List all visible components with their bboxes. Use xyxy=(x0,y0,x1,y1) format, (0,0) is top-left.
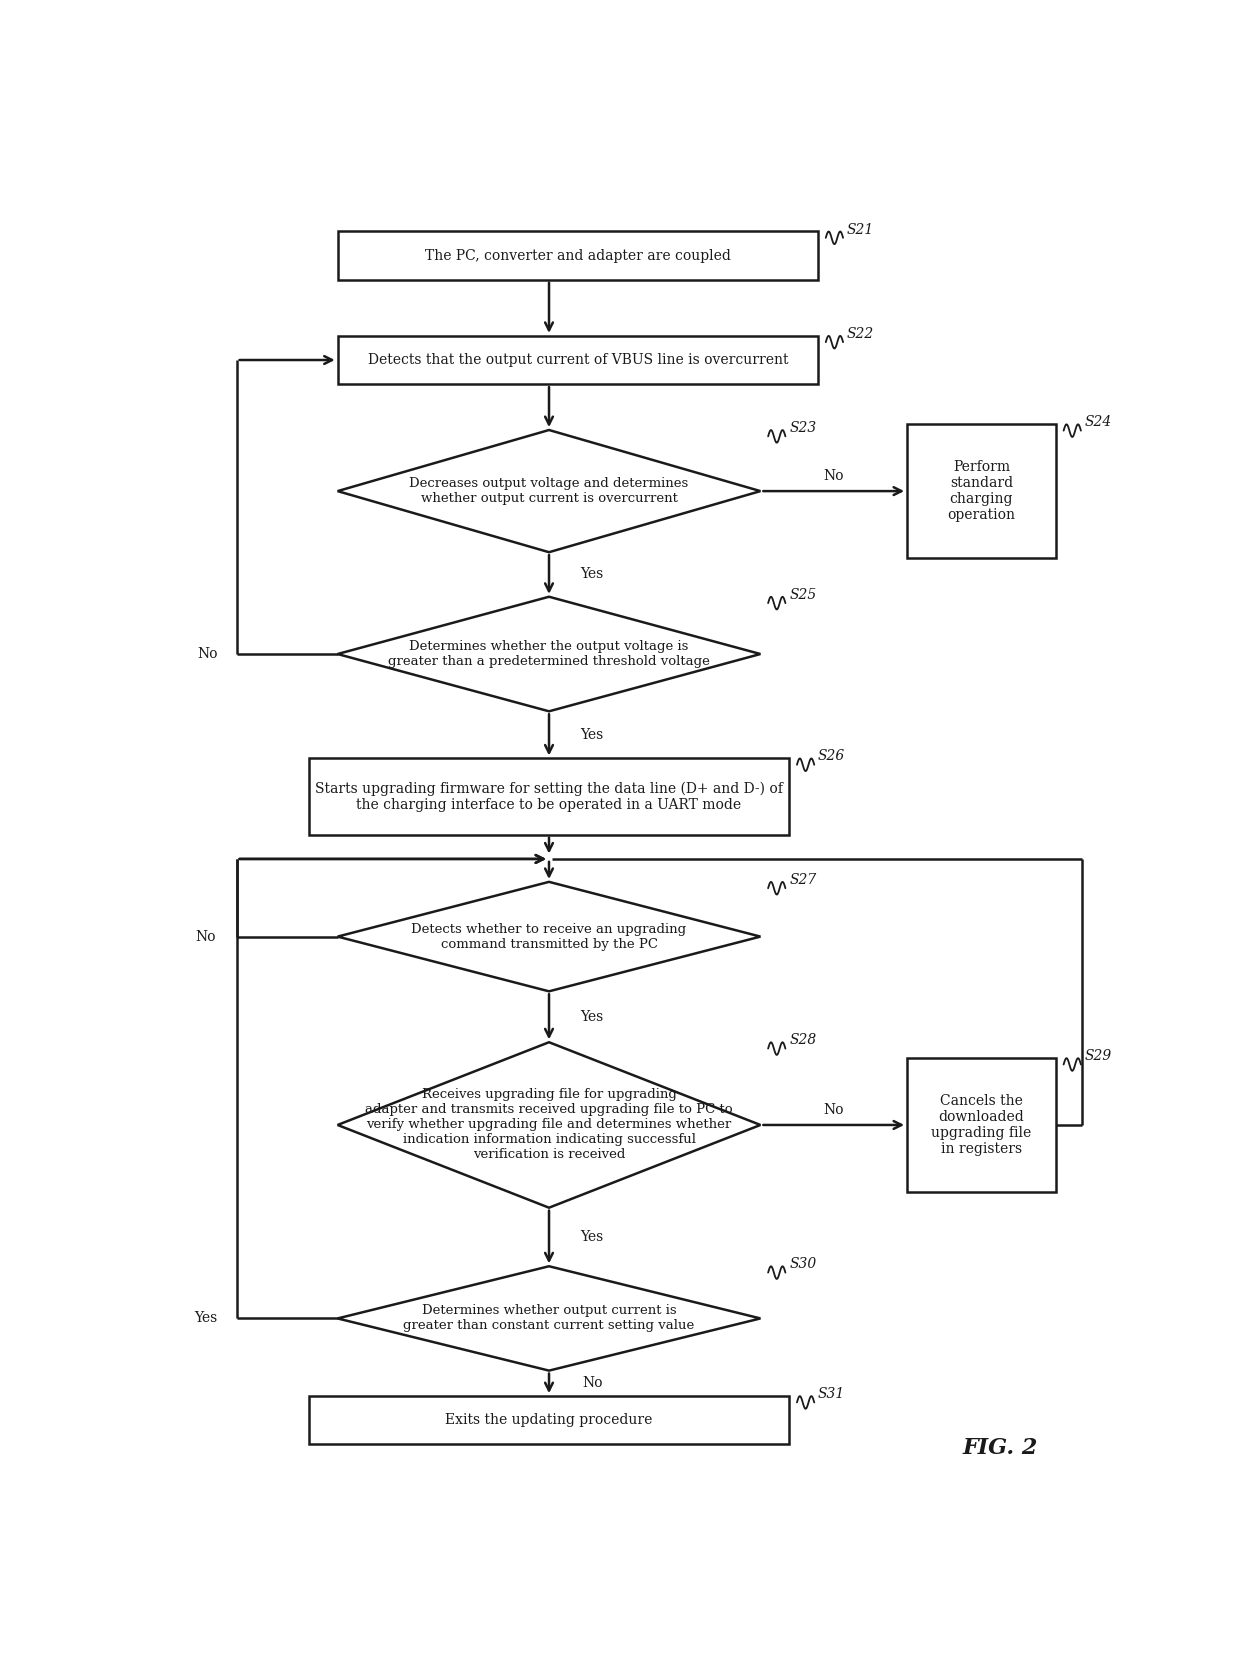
Text: Determines whether output current is
greater than constant current setting value: Determines whether output current is gre… xyxy=(403,1304,694,1332)
Text: S31: S31 xyxy=(818,1387,846,1402)
Text: Yes: Yes xyxy=(580,727,604,742)
Text: Cancels the
downloaded
upgrading file
in registers: Cancels the downloaded upgrading file in… xyxy=(931,1094,1032,1155)
Text: No: No xyxy=(197,646,218,661)
Polygon shape xyxy=(337,1043,760,1208)
FancyBboxPatch shape xyxy=(309,759,789,835)
FancyBboxPatch shape xyxy=(906,425,1056,559)
Text: S23: S23 xyxy=(789,422,816,435)
FancyBboxPatch shape xyxy=(337,231,818,279)
Text: Perform
standard
charging
operation: Perform standard charging operation xyxy=(947,460,1016,522)
Text: No: No xyxy=(823,469,844,483)
Text: Exits the updating procedure: Exits the updating procedure xyxy=(445,1413,652,1427)
FancyBboxPatch shape xyxy=(309,1397,789,1445)
Text: S27: S27 xyxy=(789,873,816,888)
Text: FIG. 2: FIG. 2 xyxy=(963,1436,1038,1460)
Text: S26: S26 xyxy=(818,749,846,764)
FancyBboxPatch shape xyxy=(337,336,818,383)
Text: Yes: Yes xyxy=(580,567,604,582)
Text: S22: S22 xyxy=(847,327,874,341)
Text: S24: S24 xyxy=(1085,415,1112,430)
Text: No: No xyxy=(823,1103,844,1117)
Text: The PC, converter and adapter are coupled: The PC, converter and adapter are couple… xyxy=(425,248,730,263)
Text: Receives upgrading file for upgrading
adapter and transmits received upgrading f: Receives upgrading file for upgrading ad… xyxy=(366,1088,733,1162)
Text: Decreases output voltage and determines
whether output current is overcurrent: Decreases output voltage and determines … xyxy=(409,478,688,506)
Text: Starts upgrading firmware for setting the data line (D+ and D-) of
the charging : Starts upgrading firmware for setting th… xyxy=(315,782,782,812)
Text: No: No xyxy=(196,929,216,944)
Text: Detects whether to receive an upgrading
command transmitted by the PC: Detects whether to receive an upgrading … xyxy=(412,922,687,950)
Text: Detects that the output current of VBUS line is overcurrent: Detects that the output current of VBUS … xyxy=(367,354,789,367)
Text: S25: S25 xyxy=(789,588,816,602)
Text: Yes: Yes xyxy=(580,1010,604,1023)
Text: S28: S28 xyxy=(789,1033,816,1048)
Text: Yes: Yes xyxy=(580,1230,604,1245)
Polygon shape xyxy=(337,881,760,992)
Text: S29: S29 xyxy=(1085,1050,1112,1063)
Polygon shape xyxy=(337,597,760,711)
Text: S21: S21 xyxy=(847,223,874,236)
Polygon shape xyxy=(337,430,760,552)
Text: S30: S30 xyxy=(789,1258,816,1271)
Polygon shape xyxy=(337,1266,760,1370)
Text: Determines whether the output voltage is
greater than a predetermined threshold : Determines whether the output voltage is… xyxy=(388,640,711,668)
Text: Yes: Yes xyxy=(195,1311,217,1326)
FancyBboxPatch shape xyxy=(906,1058,1056,1192)
Text: No: No xyxy=(582,1377,603,1390)
